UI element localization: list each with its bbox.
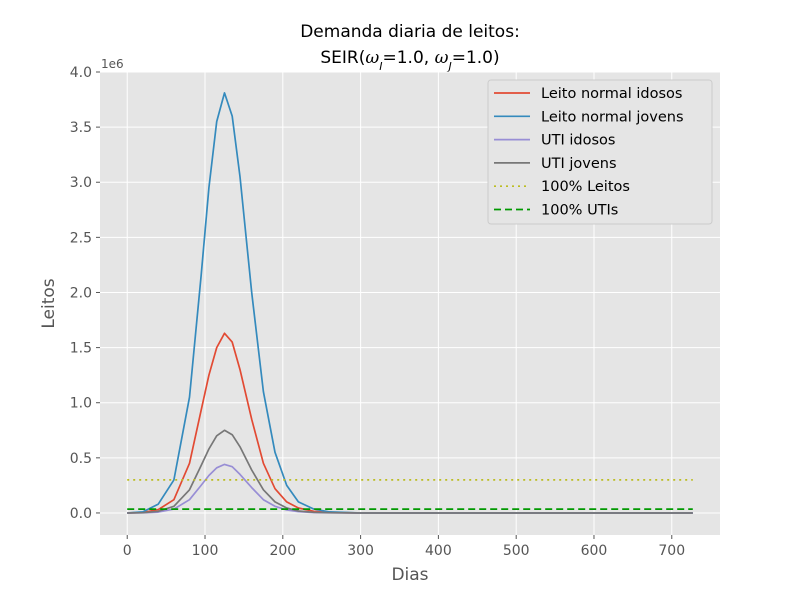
chart-title-line1: Demanda diaria de leitos: bbox=[300, 22, 520, 42]
series-line-4 bbox=[127, 429, 693, 514]
chart-title-line2: SEIR(ωI=1.0, ωJ=1.0) bbox=[320, 48, 499, 73]
x-tick-label: 0 bbox=[123, 543, 132, 559]
x-axis-ticks: 0 100 200 300 400 500 600 700 bbox=[123, 535, 685, 559]
x-tick-label: 600 bbox=[581, 543, 608, 559]
x-tick-label: 400 bbox=[425, 543, 452, 559]
legend-label-4: UTI jovens bbox=[541, 156, 617, 172]
x-tick-label: 300 bbox=[347, 543, 374, 559]
legend: Leito normal idosos Leito normal jovens UT… bbox=[487, 79, 713, 225]
legend-box bbox=[487, 79, 713, 225]
x-tick-label: 500 bbox=[503, 543, 530, 559]
x-axis-label: Dias bbox=[391, 565, 428, 585]
y-tick-label: 0.5 bbox=[70, 451, 92, 467]
y-tick-label: 2.0 bbox=[70, 285, 92, 301]
y-tick-label: 1.5 bbox=[70, 341, 92, 357]
y-axis-ticks: 0.0 0.5 1.0 1.5 2.0 2.5 3.0 3.5 4.0 bbox=[70, 65, 100, 522]
x-tick-label: 200 bbox=[269, 543, 296, 559]
x-tick-label: 700 bbox=[658, 543, 685, 559]
legend-label-2: Leito normal jovens bbox=[541, 109, 684, 125]
y-tick-label: 3.0 bbox=[70, 175, 92, 191]
legend-label-5: 100% Leitos bbox=[541, 179, 630, 195]
series-lines bbox=[127, 92, 693, 514]
legend-label-6: 100% UTIs bbox=[541, 203, 618, 219]
y-tick-label: 0.0 bbox=[70, 506, 92, 522]
y-tick-label: 2.5 bbox=[70, 230, 92, 246]
y-tick-label: 3.5 bbox=[70, 120, 92, 136]
y-tick-label: 4.0 bbox=[70, 65, 92, 81]
x-tick-label: 100 bbox=[192, 543, 219, 559]
y-axis-label: Leitos bbox=[39, 278, 59, 328]
chart-title: Demanda diaria de leitos: SEIR(ωI=1.0, ω… bbox=[300, 22, 520, 73]
y-offset-label: 1e6 bbox=[101, 57, 124, 71]
legend-label-3: UTI idosos bbox=[541, 133, 615, 149]
legend-label-1: Leito normal idosos bbox=[541, 86, 682, 102]
y-tick-label: 1.0 bbox=[70, 396, 92, 412]
